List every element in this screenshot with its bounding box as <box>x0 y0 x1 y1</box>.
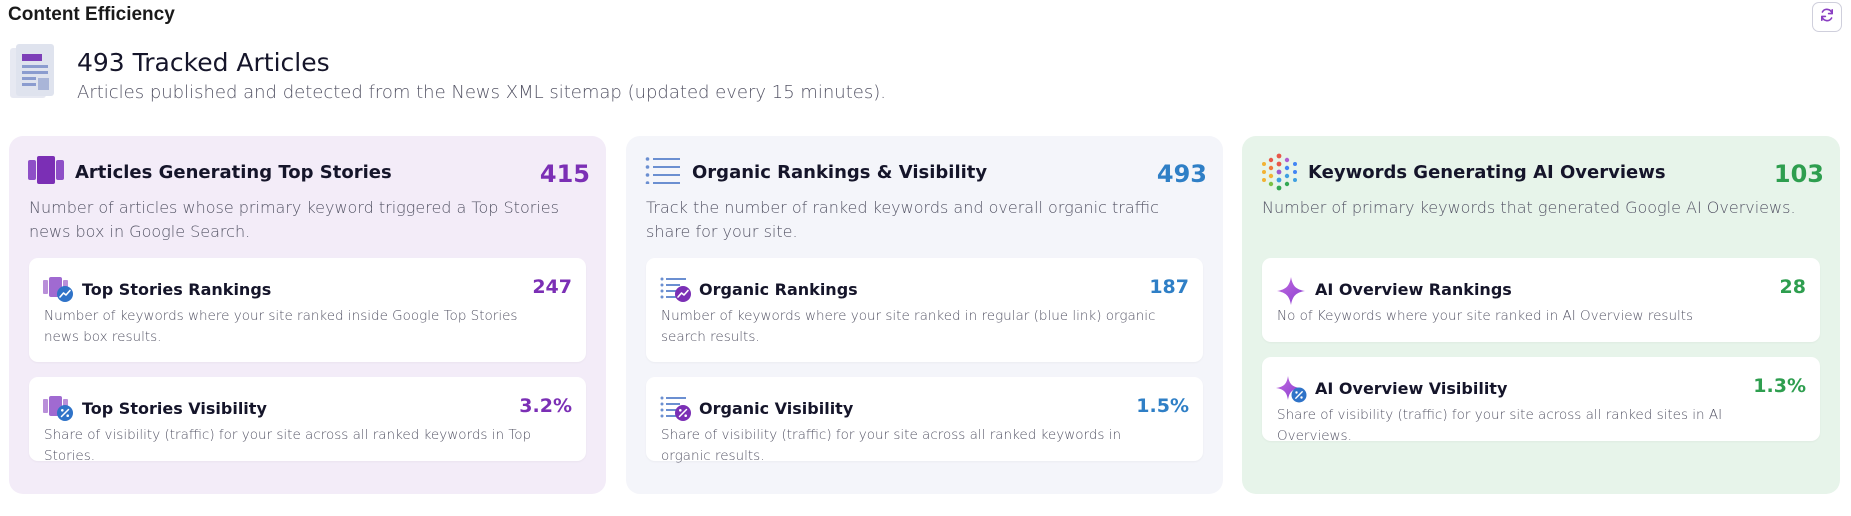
page-title: Content Efficiency <box>8 4 175 25</box>
panel-value: 415 <box>539 160 590 188</box>
organic-rankings-icon <box>660 276 692 309</box>
panel-title: Organic Rankings & Visibility <box>692 162 988 183</box>
card-value: 187 <box>1149 276 1189 298</box>
organic-rankings-card[interactable]: Organic Rankings 187 Number of keywords … <box>646 258 1203 362</box>
panel-title: Keywords Generating AI Overviews <box>1308 162 1666 183</box>
organic-rankings-panel: Organic Rankings & Visibility 493 Track … <box>626 136 1223 494</box>
panel-description: Number of articles whose primary keyword… <box>29 198 559 241</box>
top-stories-visibility-card[interactable]: Top Stories Visibility 3.2% Share of vis… <box>29 377 586 464</box>
card-title: Top Stories Rankings <box>82 280 272 299</box>
card-value: 247 <box>532 276 572 298</box>
panel-value: 493 <box>1156 160 1207 188</box>
top-stories-rankings-card[interactable]: Top Stories Rankings 247 Number of keywo… <box>29 258 586 362</box>
sparkle-visibility-icon <box>1276 375 1308 410</box>
card-description: Share of visibility (traffic) for your s… <box>1277 407 1723 444</box>
tracked-articles-header: 493 Tracked Articles Articles published … <box>10 42 910 104</box>
card-value: 28 <box>1779 276 1806 298</box>
card-value: 3.2% <box>519 395 572 417</box>
top-stories-panel: Articles Generating Top Stories 415 Numb… <box>9 136 606 494</box>
card-title: AI Overview Rankings <box>1315 280 1512 299</box>
card-title: AI Overview Visibility <box>1315 379 1508 398</box>
refresh-icon <box>1819 7 1835 28</box>
ai-overviews-panel: Keywords Generating AI Overviews 103 Num… <box>1242 136 1840 494</box>
ai-dots-icon <box>1261 152 1299 197</box>
header-subtitle: Articles published and detected from the… <box>77 82 886 103</box>
card-value: 1.3% <box>1753 375 1806 397</box>
top-stories-icon <box>28 156 64 189</box>
document-icon <box>10 42 58 107</box>
card-description: Number of keywords where your site ranke… <box>661 308 1156 345</box>
top-stories-rankings-icon <box>43 276 75 309</box>
refresh-button[interactable] <box>1812 2 1842 32</box>
organic-visibility-card[interactable]: Organic Visibility 1.5% Share of visibil… <box>646 377 1203 464</box>
card-description: No of Keywords where your site ranked in… <box>1277 308 1694 324</box>
top-stories-visibility-icon <box>43 395 75 428</box>
ai-overview-visibility-card[interactable]: AI Overview Visibility 1.3% Share of vis… <box>1262 357 1820 444</box>
card-title: Organic Visibility <box>699 399 854 418</box>
ai-overview-rankings-card[interactable]: AI Overview Rankings 28 No of Keywords w… <box>1262 258 1820 342</box>
panel-value: 103 <box>1773 160 1824 188</box>
card-value: 1.5% <box>1136 395 1189 417</box>
card-description: Number of keywords where your site ranke… <box>44 308 518 345</box>
organic-visibility-icon <box>660 395 692 428</box>
card-title: Organic Rankings <box>699 280 858 299</box>
panel-description: Track the number of ranked keywords and … <box>646 198 1159 241</box>
panel-title: Articles Generating Top Stories <box>75 162 392 183</box>
sparkle-icon <box>1276 276 1308 311</box>
card-description: Share of visibility (traffic) for your s… <box>661 427 1122 464</box>
panel-description: Number of primary keywords that generate… <box>1262 198 1796 217</box>
card-description: Share of visibility (traffic) for your s… <box>44 427 532 464</box>
header-title: 493 Tracked Articles <box>77 48 330 77</box>
list-icon <box>645 156 681 189</box>
card-title: Top Stories Visibility <box>82 399 267 418</box>
